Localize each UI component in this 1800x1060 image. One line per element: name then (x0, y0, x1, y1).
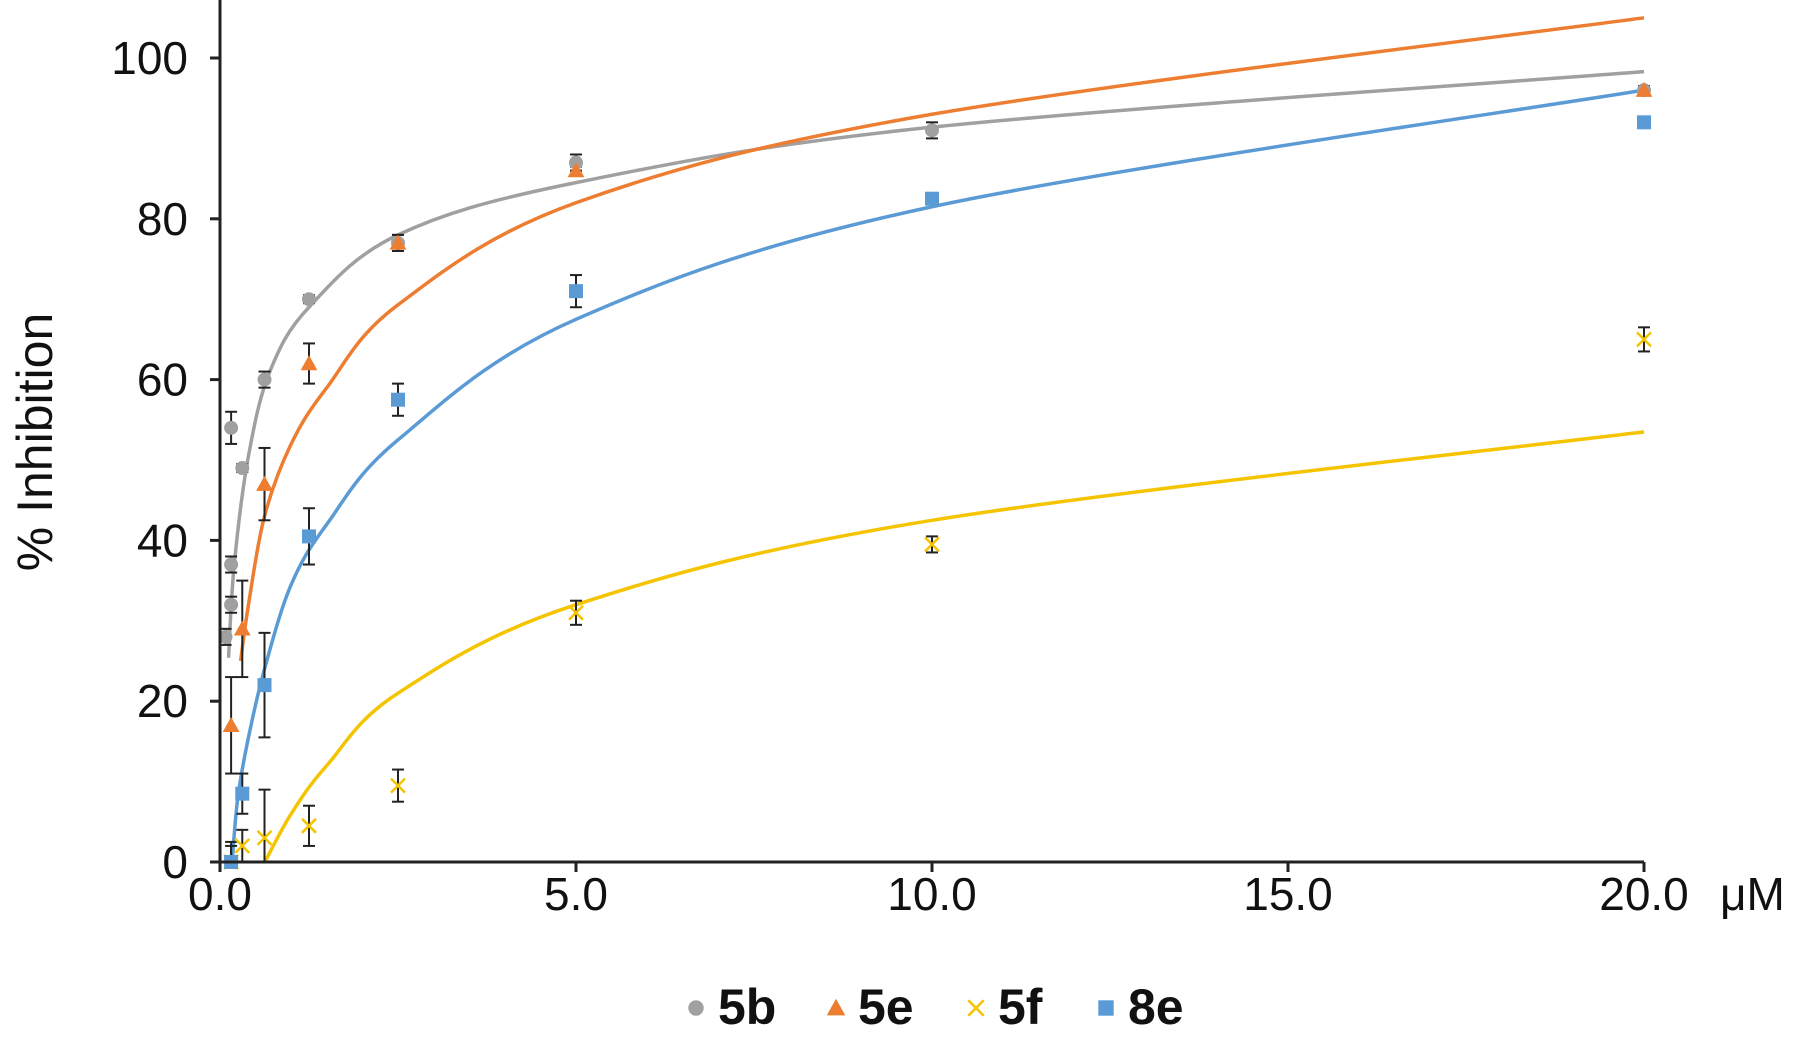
legend-label-5b: 5b (718, 979, 776, 1035)
legend-label-8e: 8e (1128, 979, 1184, 1035)
legend-marker-5b (688, 1000, 704, 1016)
data-point-8e (257, 678, 272, 693)
legend-marker-8e (1098, 1000, 1114, 1016)
data-point-8e (391, 392, 405, 407)
trendline-8e (230, 88, 1645, 863)
y-tick-label: 20 (137, 675, 188, 727)
x-axis-unit-label: μM (1720, 868, 1785, 920)
data-point-5f (390, 777, 406, 794)
trendline-5b (226, 69, 1645, 658)
data-point-5b (925, 123, 939, 138)
data-point-5b (257, 372, 272, 387)
trendline-layer (226, 16, 1645, 863)
trendline-5e (238, 16, 1645, 662)
data-point-8e (235, 786, 250, 801)
data-point-8e (569, 284, 583, 299)
y-tick-label: 100 (111, 32, 188, 84)
tick-labels: 0.0 5.0 10.0 15.0 20.0 0 20 40 60 80 100 (111, 32, 1689, 920)
legend-label-5e: 5e (858, 979, 914, 1035)
data-point-5e (233, 620, 251, 636)
data-point-5e (222, 716, 240, 733)
x-tick-label: 10.0 (887, 868, 977, 920)
data-point-5f (234, 838, 251, 854)
legend-label-5f: 5f (998, 979, 1043, 1035)
data-point-5f (256, 829, 273, 846)
data-point-5b (224, 420, 239, 435)
data-point-8e (302, 529, 316, 544)
data-point-5b (235, 461, 250, 476)
data-point-5f (1636, 331, 1652, 348)
data-point-5b (224, 597, 239, 612)
legend-marker-5f (967, 999, 985, 1017)
x-tick-label: 15.0 (1243, 868, 1333, 920)
data-point-5f (301, 817, 317, 834)
y-tick-label: 80 (137, 193, 188, 245)
trendline-5f (263, 430, 1645, 863)
data-point-5b (302, 292, 316, 307)
legend: 5b 5e 5f 8e (688, 979, 1184, 1035)
y-axis-title: % Inhibition (7, 313, 63, 572)
data-point-layer (218, 81, 1653, 870)
data-point-5e (256, 475, 273, 491)
legend-marker-5e (826, 998, 846, 1016)
data-point-5e (300, 355, 318, 371)
data-point-5b (218, 629, 233, 644)
data-point-5f (924, 536, 940, 553)
y-tick-label: 40 (137, 514, 188, 566)
x-tick-label: 0.0 (188, 868, 252, 920)
data-point-5e (1635, 81, 1653, 97)
x-tick-label: 20.0 (1599, 868, 1689, 920)
data-point-8e (925, 191, 939, 206)
y-tick-label: 0 (162, 836, 188, 888)
x-tick-label: 5.0 (544, 868, 608, 920)
data-point-5b (224, 557, 239, 572)
data-point-5e (389, 234, 407, 250)
y-tick-label: 60 (137, 354, 188, 406)
data-point-5e (567, 162, 585, 178)
data-point-8e (1637, 115, 1651, 130)
data-point-5f (568, 604, 584, 621)
